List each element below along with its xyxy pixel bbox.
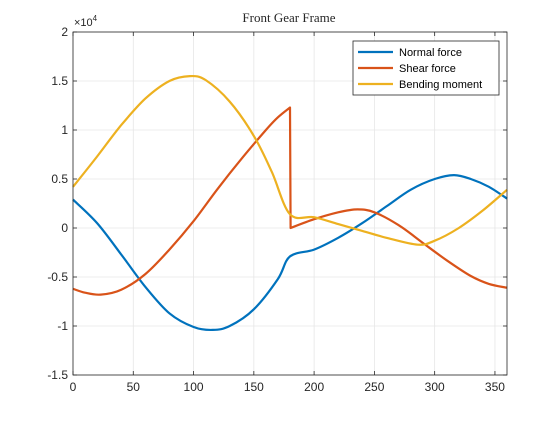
series-line-shear-force: [72, 106, 508, 296]
x-tick-label: 300: [425, 380, 445, 394]
y-exponent-base: ×10: [74, 17, 93, 29]
x-tick-label: 250: [364, 380, 384, 394]
y-tick-labels: -1.5 -1 -0.5 0 0.5 1 1.5 2: [47, 25, 68, 382]
x-tick-label: 100: [184, 380, 204, 394]
tick-marks: [72, 31, 507, 376]
chart-title: Front Gear Frame: [242, 10, 335, 25]
legend-label-normal-force: Normal force: [399, 47, 462, 59]
legend-label-shear-force: Shear force: [399, 63, 456, 75]
y-tick-label: 0.5: [51, 172, 68, 186]
x-tick-label: 150: [244, 380, 264, 394]
series-line-bending-moment: [72, 74, 508, 246]
y-tick-label: -1.5: [47, 368, 68, 382]
legend: Normal force Shear force Bending moment: [352, 40, 500, 96]
y-tick-label: 0: [61, 221, 68, 235]
x-tick-label: 350: [485, 380, 505, 394]
y-tick-label: -1: [57, 319, 68, 333]
y-tick-label: -0.5: [47, 270, 68, 284]
legend-label-bending-moment: Bending moment: [399, 79, 482, 91]
y-exponent-power: 4: [93, 14, 98, 23]
series-line-normal-force: [72, 174, 508, 332]
series-lines: [72, 74, 508, 332]
y-tick-label: 2: [61, 25, 68, 39]
y-tick-label: 1: [61, 123, 68, 137]
y-exponent-label: ×104: [74, 14, 98, 29]
x-tick-label: 200: [304, 380, 324, 394]
x-tick-label: 50: [127, 380, 141, 394]
x-tick-label: 0: [70, 380, 77, 394]
y-tick-label: 1.5: [51, 74, 68, 88]
x-tick-labels: 0 50 100 150 200 250 300 350: [70, 380, 506, 394]
axes-box: [72, 31, 508, 376]
